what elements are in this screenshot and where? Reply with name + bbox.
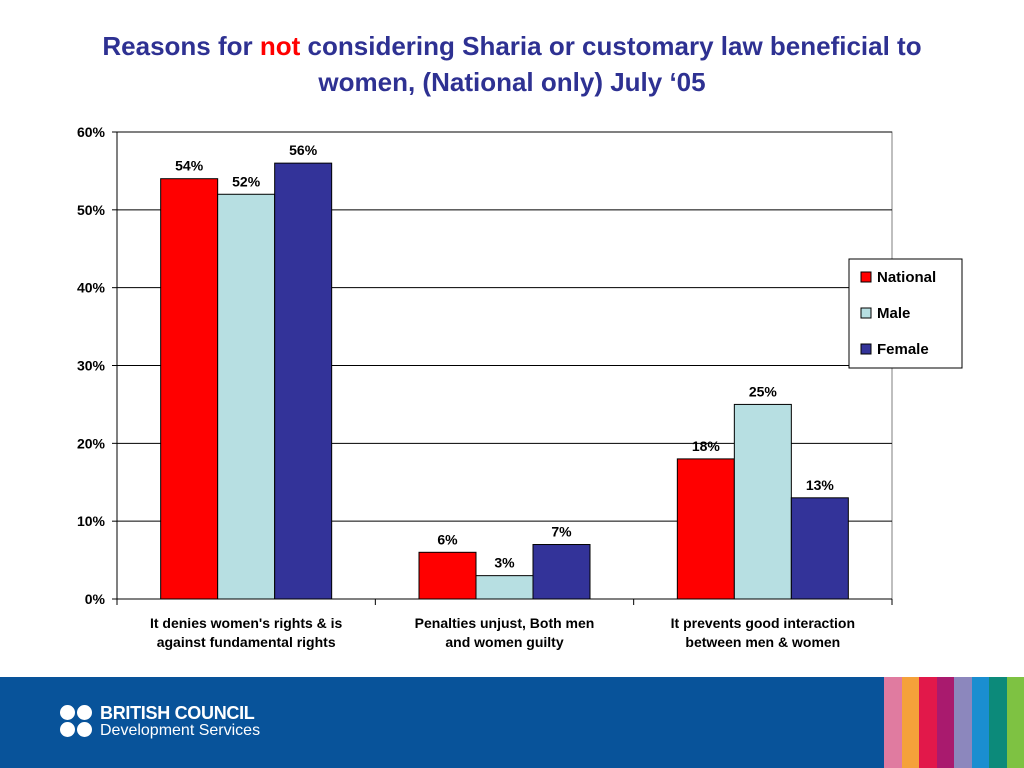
title-emphasis: not	[259, 31, 301, 61]
data-label: 25%	[749, 383, 778, 399]
british-council-logo: BRITISH COUNCIL Development Services	[60, 704, 260, 740]
title-prefix: Reasons for	[102, 31, 260, 61]
bar	[217, 193, 276, 600]
data-label: 52%	[232, 173, 261, 189]
logo-dots-icon	[60, 705, 94, 739]
bar	[418, 551, 477, 600]
bar	[790, 497, 849, 600]
title-line-2: women, (National only) July ‘05	[318, 67, 706, 97]
brand-name: BRITISH COUNCIL	[100, 703, 255, 723]
footer-stripe	[989, 677, 1007, 768]
bar-chart: 0% 10% 20% 30% 40% 50% 60% 54% 52% 56% It denies w…	[77, 124, 963, 650]
y-tick-label: 60%	[77, 124, 106, 140]
footer-stripe	[919, 677, 937, 768]
x-tick-label: Penalties unjust, Both men	[415, 615, 595, 631]
data-label: 7%	[551, 524, 572, 540]
footer-stripe	[954, 677, 972, 768]
footer-stripe	[936, 677, 954, 768]
data-label: 6%	[437, 531, 458, 547]
brand-subtitle: Development Services	[100, 722, 261, 739]
bar	[274, 162, 333, 600]
data-label: 13%	[806, 477, 835, 493]
x-tick-label: and women guilty	[445, 634, 563, 650]
bar	[532, 544, 591, 600]
data-label: 3%	[494, 555, 515, 571]
legend-label: Male	[877, 305, 910, 322]
legend-label: Female	[877, 341, 929, 358]
slide-title: Reasons for not considering Sharia or cu…	[0, 28, 1024, 100]
x-tick-label: It prevents good interaction	[671, 615, 855, 631]
footer-stripe	[884, 677, 902, 768]
color-stripes	[884, 677, 1024, 768]
title-suffix: considering Sharia or customary law bene…	[300, 31, 922, 61]
y-tick-label: 10%	[77, 513, 106, 529]
x-tick-label: between men & women	[685, 634, 840, 650]
x-tick-label: It denies women's rights & is	[150, 615, 343, 631]
y-tick-label: 50%	[77, 202, 106, 218]
footer-bar: BRITISH COUNCIL Development Services	[0, 677, 1024, 768]
data-label: 18%	[692, 438, 721, 454]
footer-stripe	[901, 677, 919, 768]
legend-label: National	[877, 269, 936, 286]
data-label: 56%	[289, 142, 318, 158]
bar	[676, 458, 735, 600]
footer-stripe	[971, 677, 989, 768]
title-line-1: Reasons for not considering Sharia or cu…	[0, 28, 1024, 64]
legend-swatch	[860, 343, 872, 355]
bar	[475, 575, 534, 600]
legend-swatch	[860, 271, 872, 283]
bar	[733, 403, 792, 600]
y-tick-label: 40%	[77, 280, 106, 296]
y-tick-label: 0%	[85, 591, 106, 607]
legend-swatch	[860, 307, 872, 319]
footer-stripe	[1006, 677, 1024, 768]
y-tick-label: 30%	[77, 358, 106, 374]
y-tick-label: 20%	[77, 435, 106, 451]
data-label: 54%	[175, 158, 204, 174]
bar	[160, 178, 219, 600]
x-tick-label: against fundamental rights	[157, 634, 336, 650]
